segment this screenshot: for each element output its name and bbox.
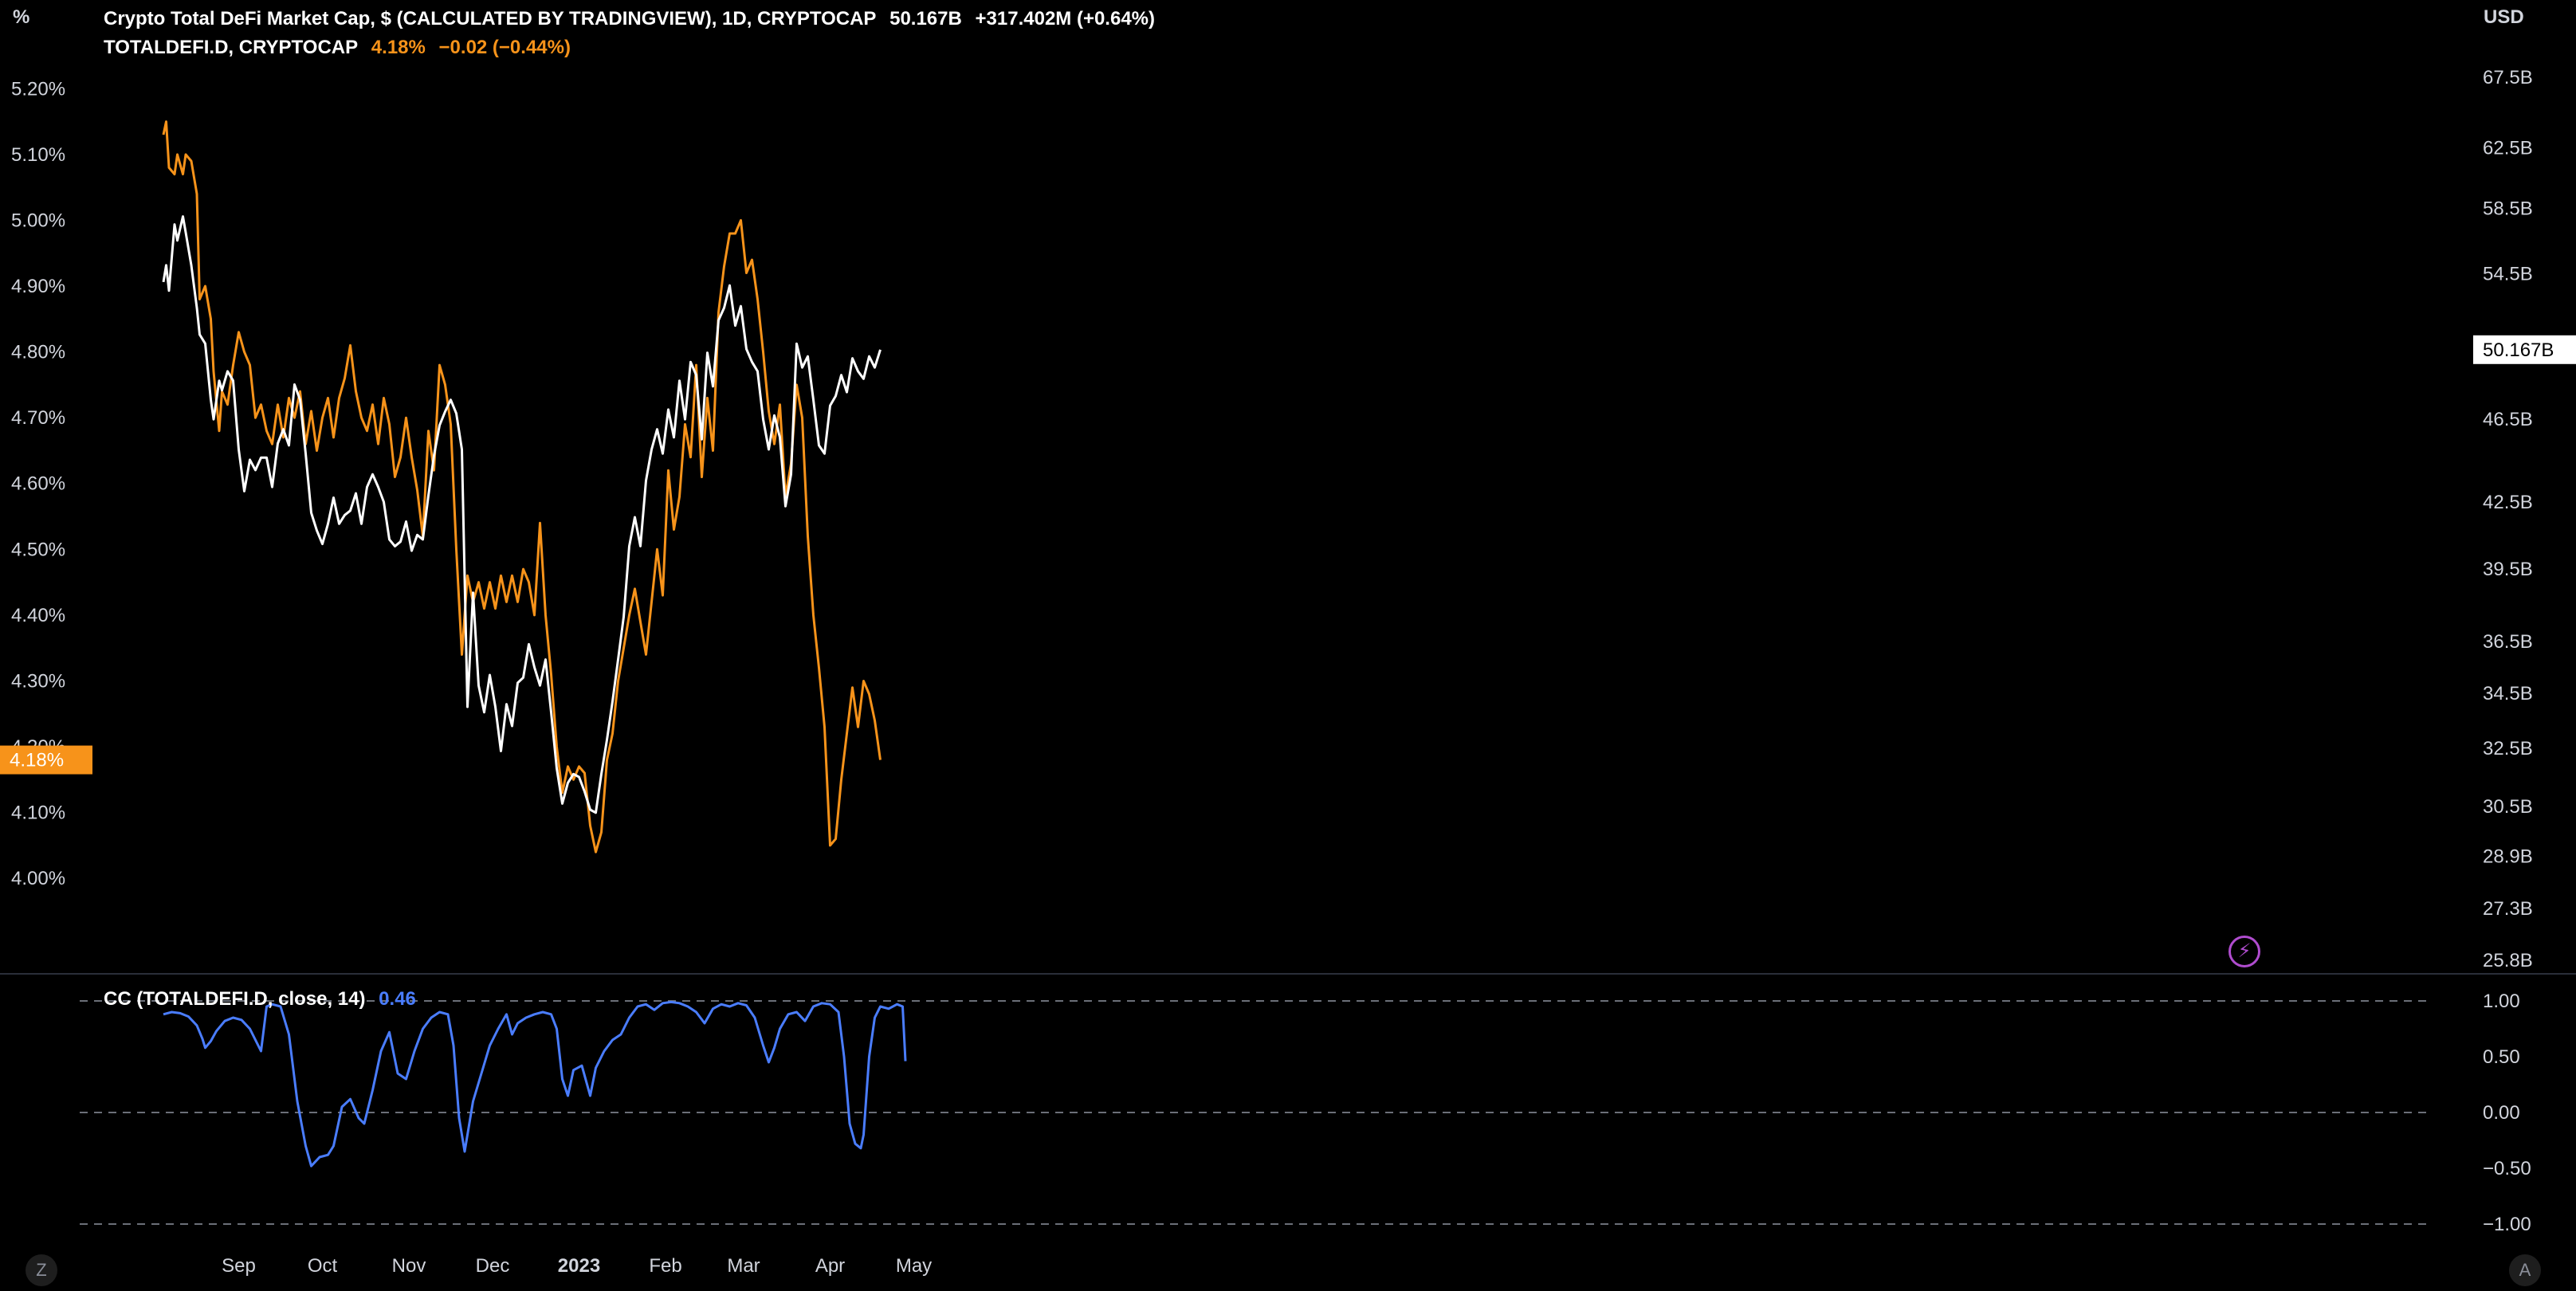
secondary-series-title: TOTALDEFI.D, CRYPTOCAP: [104, 37, 359, 58]
right-axis-tick-label: 25.8B: [2483, 950, 2533, 971]
auto-scale-left-button[interactable]: Z: [26, 1254, 57, 1286]
x-tick-label: 2023: [558, 1255, 600, 1277]
right-axis-tick-label: 36.5B: [2483, 631, 2533, 653]
left-axis-tick-label: 4.10%: [11, 802, 65, 824]
indicator-title: CC (TOTALDEFI.D, close, 14): [104, 988, 366, 1010]
left-axis-tick-label: 4.80%: [11, 342, 65, 363]
right-axis-tick-label: 46.5B: [2483, 409, 2533, 430]
right-axis-tick-label: 62.5B: [2483, 138, 2533, 159]
dominance-price-badge-label: 4.18%: [10, 750, 64, 771]
correlation-line: [163, 1000, 907, 1167]
x-tick-label: Apr: [815, 1255, 845, 1277]
lightning-icon[interactable]: ⚡: [2228, 936, 2260, 967]
left-axis-tick-label: 5.00%: [11, 210, 65, 231]
left-axis-tick-label: 4.60%: [11, 473, 65, 495]
dominance-price-badge: [0, 745, 92, 775]
auto-scale-right-button[interactable]: A: [2509, 1254, 2541, 1286]
right-axis-tick-label: 42.5B: [2483, 492, 2533, 513]
market-cap-price-badge-label: 50.167B: [2483, 339, 2554, 361]
right-axis-tick-label: 27.3B: [2483, 898, 2533, 920]
secondary-legend: TOTALDEFI.D, CRYPTOCAP 4.18% −0.02 (−0.4…: [104, 37, 579, 59]
right-axis-tick-label: 67.5B: [2483, 67, 2533, 88]
main-series-value: 50.167B: [889, 8, 962, 29]
left-axis-tick-label: 5.10%: [11, 144, 65, 166]
x-tick-label: Sep: [222, 1255, 256, 1277]
left-axis-tick-label: 4.70%: [11, 407, 65, 429]
left-axis-tick-label: 4.40%: [11, 605, 65, 626]
right-axis-unit: USD: [2484, 6, 2524, 28]
indicator-tick-label: 1.00: [2483, 991, 2520, 1012]
x-tick-label: Dec: [476, 1255, 510, 1277]
market-cap-price-badge: [2473, 335, 2576, 364]
right-axis-tick-label: 58.5B: [2483, 198, 2533, 220]
main-legend: Crypto Total DeFi Market Cap, $ (CALCULA…: [104, 8, 1163, 30]
main-series-title: Crypto Total DeFi Market Cap, $ (CALCULA…: [104, 8, 877, 29]
left-axis-tick-label: 4.00%: [11, 868, 65, 889]
x-tick-label: Nov: [392, 1255, 426, 1277]
left-axis-tick-label: 4.30%: [11, 670, 65, 692]
indicator-legend: CC (TOTALDEFI.D, close, 14) 0.46: [104, 988, 424, 1010]
indicator-tick-label: 0.00: [2483, 1102, 2520, 1124]
right-axis-tick-label: 32.5B: [2483, 738, 2533, 759]
left-axis-tick-label: 4.90%: [11, 276, 65, 297]
right-axis-tick-label: 54.5B: [2483, 263, 2533, 284]
left-axis-tick-label: 4.50%: [11, 539, 65, 560]
main-series-change: +317.402M (+0.64%): [975, 8, 1155, 29]
secondary-series-change: −0.02 (−0.44%): [438, 37, 571, 58]
indicator-value: 0.46: [379, 988, 416, 1010]
right-axis-tick-label: 28.9B: [2483, 846, 2533, 867]
x-tick-label: Feb: [649, 1255, 681, 1277]
x-tick-label: Mar: [727, 1255, 760, 1277]
x-tick-label: Oct: [308, 1255, 338, 1277]
market-cap-line: [162, 215, 882, 814]
x-tick-label: May: [896, 1255, 932, 1277]
indicator-tick-label: −1.00: [2483, 1214, 2531, 1235]
right-axis-tick-label: 34.5B: [2483, 683, 2533, 704]
right-axis-tick-label: 30.5B: [2483, 796, 2533, 818]
indicator-tick-label: −0.50: [2483, 1158, 2531, 1179]
secondary-series-value: 4.18%: [371, 37, 426, 58]
left-axis-tick-label: 5.20%: [11, 78, 65, 100]
dominance-line: [162, 120, 882, 853]
left-axis-unit: %: [13, 6, 30, 28]
right-axis-tick-label: 39.5B: [2483, 559, 2533, 580]
indicator-tick-label: 0.50: [2483, 1046, 2520, 1068]
